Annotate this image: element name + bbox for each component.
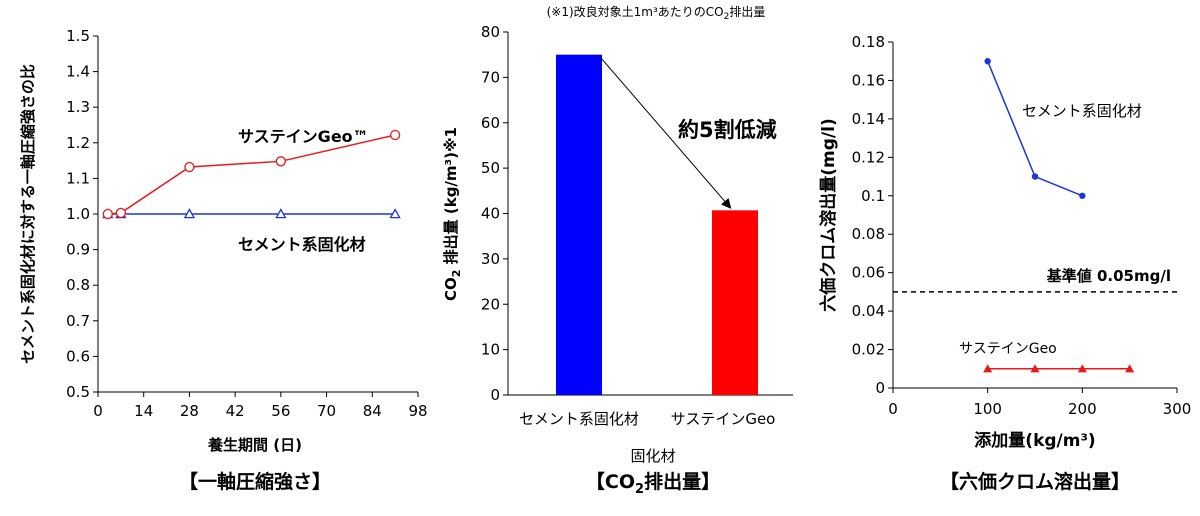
c2-cat-label-0: セメント系固化材 [519,410,639,428]
c2-y-tick-label: 50 [481,159,500,177]
c1-x-tick-label: 28 [180,402,199,420]
c3-y-tick-label: 0.04 [852,302,885,320]
c2-y-tick-label: 40 [481,205,500,223]
c2-y-axis-title: CO2 排出量 (kg/m³)※1 [442,127,463,301]
c1-x-axis-title: 養生期間 (日) [207,436,302,454]
c3-point-geo [1125,364,1135,373]
c3-point-cement [1079,192,1086,199]
co2-chart: (※1)改良対象土1m³あたりのCO2排出量 0 10 20 30 40 50 60 70 80… [442,4,793,497]
c3-x-axis-title: 添加量(kg/m³) [974,430,1095,451]
c3-y-axis-title: 六価クロム溶出量(mg/l) [818,118,839,311]
c1-point-cement [183,208,196,219]
c1-y-tick-label: 0.7 [66,312,90,330]
c3-point-geo [983,364,993,373]
c1-y-tick-label: 1.5 [66,27,90,45]
c3-caption: 【六価クロム溶出量】 [940,470,1130,493]
chromium-chart: 0 0.02 0.04 0.06 0.08 0.1 0.12 0.14 0.16 0.18 0 10… [818,33,1191,493]
c3-y-tick-label: 0.06 [852,264,885,282]
c3-y-tick-label: 0.12 [852,148,885,166]
c2-bar-1 [712,210,758,395]
c3-y-tick-label: 0.02 [852,341,885,359]
c2-y-tick-label: 60 [481,114,500,132]
c1-x-tick-label: 0 [93,402,103,420]
strength-chart: 0.5 0.6 0.7 0.8 0.9 1.0 1.1 1.2 1.3 1.4 1.5 0 14 28 4… [19,27,428,493]
c2-y-tick-label: 70 [481,68,500,86]
c1-y-tick-label: 1.0 [66,205,90,223]
c2-y-tick-label: 20 [481,295,500,313]
c2-bar-0 [556,54,602,395]
c1-x-tick-label: 14 [134,402,153,420]
c3-x-tick-label: 300 [1163,400,1192,418]
c1-series-line-geo [107,134,396,215]
c3-point-geo [1030,364,1040,373]
c1-point-cement [389,208,401,219]
c1-x-tick-label: 42 [226,402,245,420]
c2-reduction-arrow [598,55,732,209]
c1-point-geo [115,207,127,219]
c3-y-tick-label: 0.16 [852,71,885,89]
c1-label-geo: サステインGeo™ [238,127,369,146]
c1-x-tick-label: 84 [363,402,382,420]
c1-y-tick-label: 1.3 [66,98,90,116]
c1-label-cement: セメント系固化材 [238,235,366,254]
c1-x-tick-label: 98 [408,402,427,420]
c1-y-axis-title: セメント系固化材に対する一軸圧縮強さの比 [19,64,37,364]
c1-y-tick-label: 0.8 [66,276,90,294]
c3-y-tick-label: 0.18 [852,33,885,51]
c1-x-tick-label: 70 [317,402,336,420]
c1-y-tick-label: 0.6 [66,347,90,365]
c2-y-tick-label: 80 [481,23,500,41]
c2-x-axis-title: 固化材 [630,447,675,465]
c1-caption: 【一軸圧縮強さ】 [179,470,331,493]
c2-y-tick-label: 30 [481,250,500,268]
c3-y-tick-label: 0 [875,379,885,397]
c3-x-tick-label: 0 [888,400,898,418]
c2-y-tick-label: 10 [481,341,500,359]
c3-y-tick-label: 0.08 [852,225,885,243]
c1-x-tick-label: 56 [271,402,290,420]
c3-label-cement: セメント系固化材 [1022,102,1142,120]
c1-point-geo [102,208,113,220]
c1-y-tick-label: 1.2 [66,134,90,152]
c1-y-tick-label: 0.5 [66,383,90,401]
c3-x-tick-label: 200 [1068,400,1097,418]
c1-y-tick-label: 1.4 [66,63,90,81]
c3-y-tick-label: 0.14 [852,110,885,128]
c1-point-geo [389,129,401,141]
c1-y-tick-label: 1.1 [66,169,90,187]
c3-point-cement [1031,173,1039,180]
c1-point-cement [275,208,287,219]
c3-x-tick-label: 100 [973,400,1002,418]
c3-y-tick-label: 0.1 [861,187,885,205]
c2-note: (※1)改良対象土1m³あたりのCO2排出量 [547,4,766,22]
c2-y-tick-label: 0 [490,386,500,404]
c3-ref-label: 基準値 0.05mg/l [1046,267,1171,285]
c1-point-geo [275,156,287,167]
c2-annotation: 約5割低減 [678,118,777,142]
c3-point-cement [984,58,991,65]
c1-y-tick-label: 0.9 [66,241,90,259]
c3-point-geo [1077,364,1087,373]
c2-cat-label-1: サステインGeo [671,410,776,428]
c3-label-geo: サステインGeo [959,341,1057,357]
c1-point-geo [184,161,195,173]
c2-caption: 【CO2排出量】 [586,470,720,497]
